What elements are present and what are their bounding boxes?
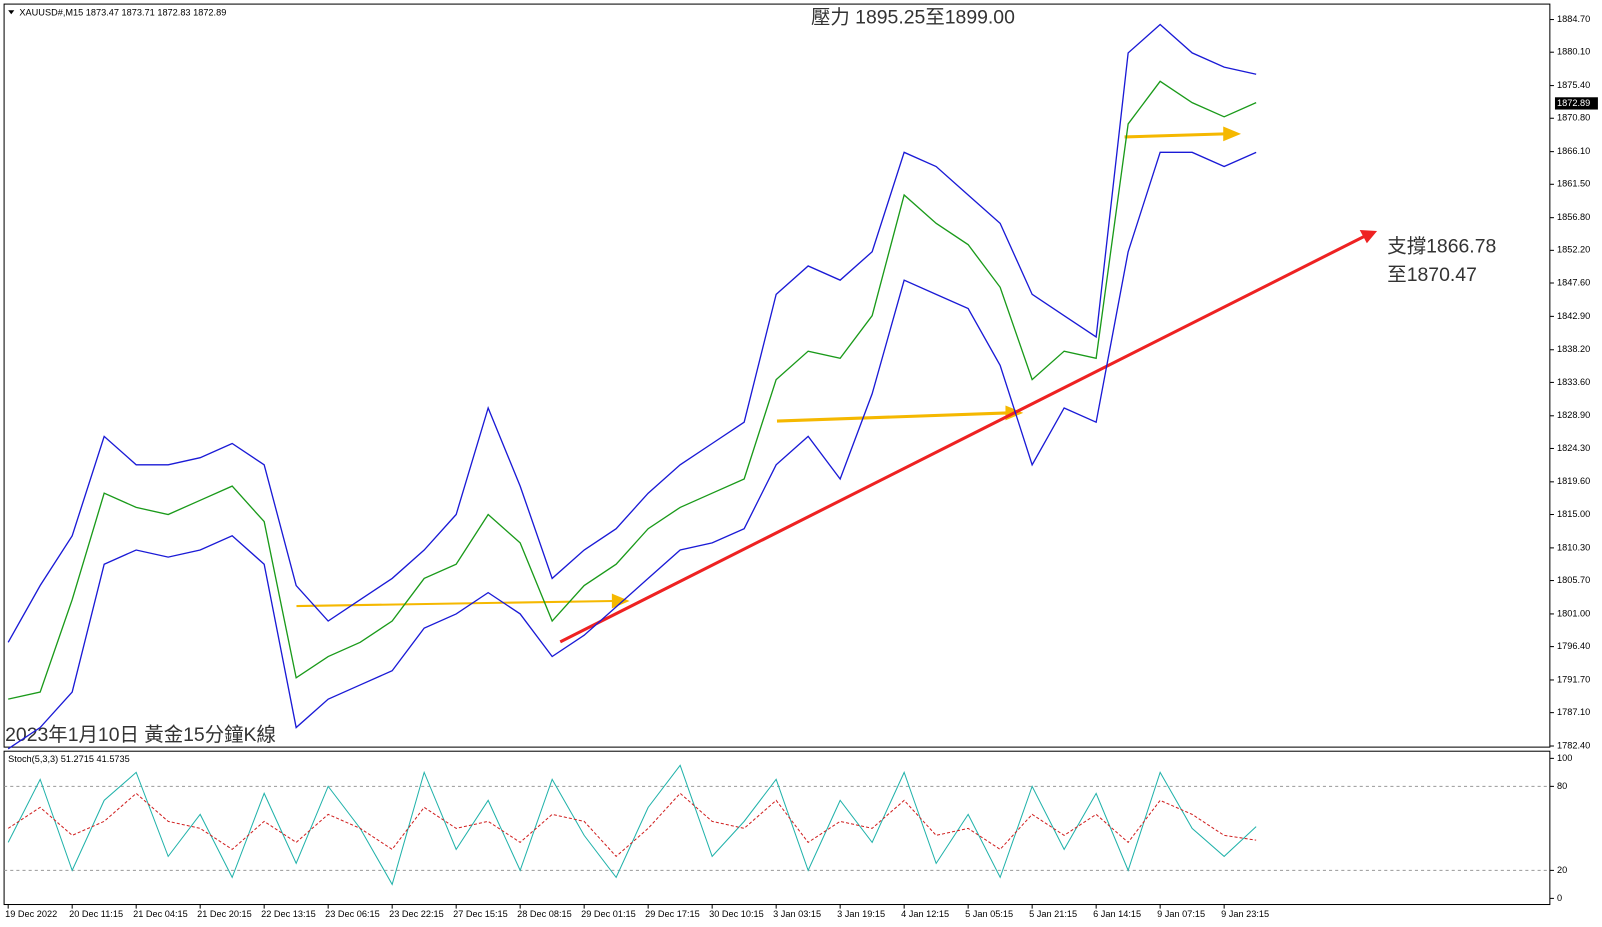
current-price-box bbox=[1554, 97, 1598, 110]
support-label: 至1870.47 bbox=[1387, 264, 1477, 286]
level-line bbox=[776, 411, 1008, 423]
level-arrows bbox=[296, 126, 1242, 609]
y-tick-label: 1847.60 bbox=[1557, 277, 1590, 287]
y-tick-label: 20 bbox=[1557, 865, 1567, 875]
y-tick-label: 80 bbox=[1557, 781, 1567, 791]
y-tick-label: 1796.40 bbox=[1557, 641, 1590, 651]
y-tick-label: 1833.60 bbox=[1557, 377, 1590, 387]
x-tick-label: 3 Jan 19:15 bbox=[837, 909, 885, 919]
x-tick-label: 29 Dec 17:15 bbox=[645, 909, 700, 919]
y-tick-label: 100 bbox=[1557, 753, 1572, 763]
x-tick-label: 9 Jan 07:15 bbox=[1157, 909, 1205, 919]
x-tick-label: 19 Dec 2022 bbox=[5, 909, 57, 919]
y-tick-label: 1866.10 bbox=[1557, 146, 1590, 156]
x-tick-label: 28 Dec 08:15 bbox=[517, 909, 572, 919]
y-tick-label: 0 bbox=[1557, 893, 1562, 903]
y-tick-label: 1842.90 bbox=[1557, 311, 1590, 321]
x-tick-label: 21 Dec 20:15 bbox=[197, 909, 252, 919]
stoch-header: Stoch(5,3,3) 51.2715 41.5735 bbox=[8, 754, 130, 764]
x-tick-label: 22 Dec 13:15 bbox=[261, 909, 316, 919]
y-tick-label: 1884.70 bbox=[1557, 14, 1590, 24]
y-tick-label: 1838.20 bbox=[1557, 344, 1590, 354]
trend-line bbox=[559, 234, 1366, 644]
level-line bbox=[296, 599, 614, 608]
y-tick-label: 1815.00 bbox=[1557, 509, 1590, 519]
y-tick-label: 1875.40 bbox=[1557, 80, 1590, 90]
x-tick-label: 29 Dec 01:15 bbox=[581, 909, 636, 919]
x-tick-label: 30 Dec 10:15 bbox=[709, 909, 764, 919]
chart-caption: 2023年1月10日 黃金15分鐘K線 bbox=[5, 724, 276, 746]
menu-triangle bbox=[8, 10, 15, 15]
x-tick-label: 23 Dec 06:15 bbox=[325, 909, 380, 919]
y-tick-label: 1819.60 bbox=[1557, 476, 1590, 486]
x-tick-label: 27 Dec 15:15 bbox=[453, 909, 508, 919]
x-tick-label: 4 Jan 12:15 bbox=[901, 909, 949, 919]
series-line bbox=[7, 151, 1257, 750]
support-label: 支撐1866.78 bbox=[1387, 235, 1496, 257]
x-tick-label: 20 Dec 11:15 bbox=[69, 909, 123, 919]
y-tick-label: 1824.30 bbox=[1557, 443, 1590, 453]
y-tick-label: 1870.80 bbox=[1557, 113, 1590, 123]
x-tick-label: 5 Jan 21:15 bbox=[1029, 909, 1077, 919]
x-tick-label: 23 Dec 22:15 bbox=[389, 909, 444, 919]
y-tick-label: 1880.10 bbox=[1557, 47, 1590, 57]
x-tick-label: 9 Jan 23:15 bbox=[1221, 909, 1269, 919]
symbol-header: XAUUSD#,M15 1873.47 1873.71 1872.83 1872… bbox=[19, 8, 226, 18]
x-tick-label: 21 Dec 04:15 bbox=[133, 909, 188, 919]
resistance-label: 壓力 1895.25至1899.00 bbox=[811, 7, 1015, 29]
series-line bbox=[7, 23, 1257, 643]
level-line bbox=[1124, 132, 1225, 139]
x-tick-label: 5 Jan 05:15 bbox=[965, 909, 1013, 919]
series-line bbox=[7, 792, 1257, 858]
y-tick-label: 1801.00 bbox=[1557, 608, 1590, 618]
arrow-head bbox=[1223, 126, 1242, 142]
y-tick-label: 1805.70 bbox=[1557, 575, 1590, 585]
y-tick-label: 1828.90 bbox=[1557, 410, 1590, 420]
current-price-label: 1872.89 bbox=[1557, 98, 1590, 108]
y-tick-label: 1782.40 bbox=[1557, 740, 1590, 750]
y-tick-label: 1810.30 bbox=[1557, 542, 1590, 552]
y-tick-label: 1861.50 bbox=[1557, 179, 1590, 189]
y-tick-label: 1791.70 bbox=[1557, 674, 1590, 684]
series-line bbox=[8, 80, 1257, 700]
x-tick-label: 3 Jan 03:15 bbox=[773, 909, 821, 919]
arrow-head bbox=[1359, 229, 1378, 244]
y-tick-label: 1787.10 bbox=[1557, 707, 1590, 717]
main-panel bbox=[3, 3, 1551, 748]
y-tick-label: 1856.80 bbox=[1557, 212, 1590, 222]
y-tick-label: 1852.20 bbox=[1557, 245, 1590, 255]
stoch-panel bbox=[3, 750, 1551, 906]
x-tick-label: 6 Jan 14:15 bbox=[1093, 909, 1141, 919]
